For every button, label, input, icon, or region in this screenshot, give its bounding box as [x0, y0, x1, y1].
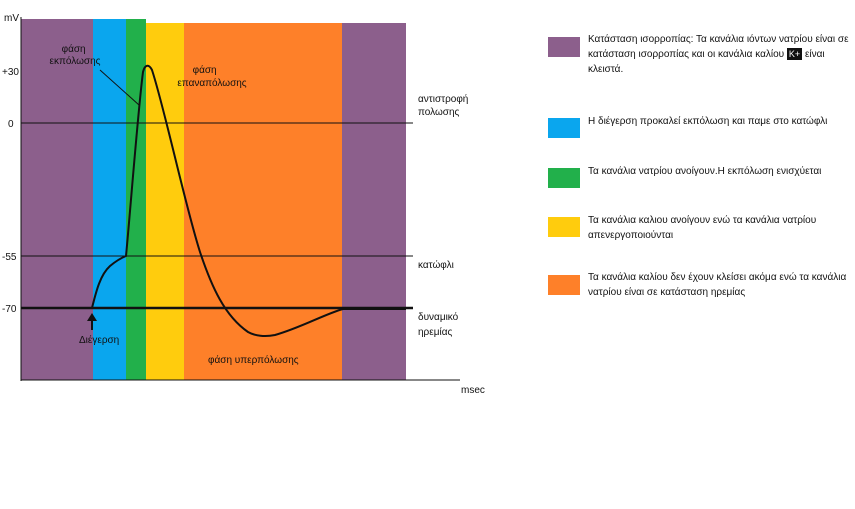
band-resting-right — [342, 23, 406, 380]
potassium-badge: K+ — [786, 48, 803, 60]
band-resting-left — [21, 19, 93, 380]
depolarization-label: φάση εκπόλωσης — [50, 43, 101, 67]
y-tick-label: -55 — [2, 252, 17, 263]
legend-text: Κατάσταση ισορροπίας: Τα κανάλια ιόντων … — [588, 32, 853, 77]
y-tick-label: +30 — [2, 67, 19, 78]
y-tick-label: -70 — [2, 304, 17, 315]
band-stimulus — [93, 19, 126, 380]
y-axis-unit: mV — [4, 13, 19, 24]
legend-text: Τα κανάλια καλίου δεν έχουν κλείσει ακόμ… — [588, 272, 847, 298]
repolarization-label-line: επαναπόλωσης — [177, 77, 246, 89]
band-potassium-still-open — [184, 23, 342, 380]
resting-line-label-line: δυναμικό — [418, 311, 459, 323]
depolarization-label-line: φάση — [62, 43, 86, 55]
zero-line-label-line: αντιστροφή — [418, 93, 468, 105]
legend-text: Τα κανάλια καλιου ανοίγουν ενώ τα κανάλι… — [588, 215, 817, 241]
band-sodium-open — [126, 19, 146, 380]
stimulus-label: Διέγερση — [79, 334, 119, 346]
zero-line-label: αντιστροφή πολωσης — [418, 93, 471, 118]
action-potential-curve — [21, 64, 406, 337]
legend-swatch — [548, 118, 580, 138]
resting-line-label: δυναμικό ηρεμίας — [418, 311, 461, 338]
legend-swatch — [548, 168, 580, 188]
legend-swatch — [548, 217, 580, 237]
depolarization-pointer — [99, 69, 140, 106]
band-potassium-open — [146, 23, 184, 380]
legend-swatch — [548, 275, 580, 295]
repolarization-label: φάση επαναπόλωσης — [177, 64, 246, 89]
x-axis-unit: msec — [461, 385, 485, 396]
legend-text: Η διέγερση προκαλεί εκπόλωση και παμε στ… — [588, 116, 828, 127]
depolarization-label-line: εκπόλωσης — [50, 55, 101, 67]
hyperpolarization-label: φάση υπερπόλωσης — [208, 354, 299, 366]
zero-line-label-line: πολωσης — [418, 107, 460, 118]
y-tick-label: 0 — [8, 119, 14, 130]
legend-text-part: είναι κλειστά. — [588, 49, 825, 75]
legend-text-part: Κατάσταση ισορροπίας: Τα κανάλια ιόντων … — [588, 34, 849, 60]
legend-swatch — [548, 37, 580, 57]
resting-line-label-line: ηρεμίας — [418, 326, 452, 338]
stimulus-arrow-head — [87, 313, 97, 321]
legend-text: Τα κανάλια νατρίου ανοίγουν.Η εκπόλωση ε… — [588, 166, 822, 177]
repolarization-label-line: φάση — [193, 64, 217, 76]
threshold-line-label: κατώφλι — [418, 259, 454, 271]
